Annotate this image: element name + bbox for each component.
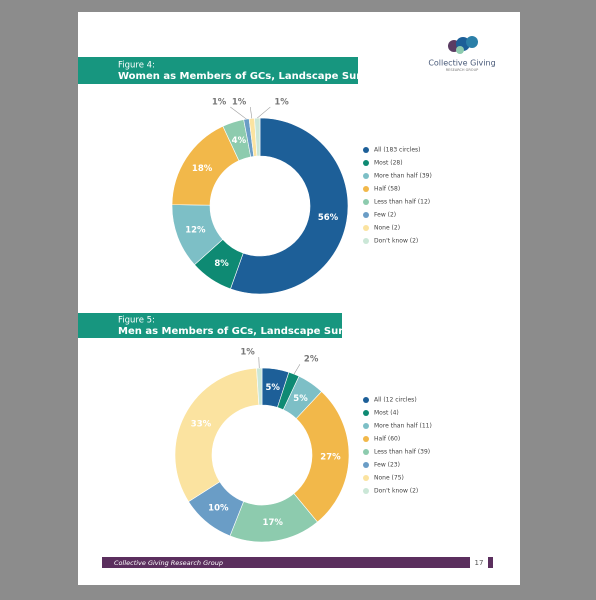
- figure-banner: [78, 313, 342, 338]
- figure-banner: [78, 57, 358, 84]
- slice-label: 10%: [208, 503, 229, 513]
- legend-swatch: [363, 160, 369, 166]
- donut-slice: [230, 117, 349, 295]
- footer-cap: [488, 557, 493, 568]
- logo-name: Collective Giving: [428, 59, 495, 68]
- leader-line: [230, 106, 247, 120]
- donut-slice: [256, 367, 263, 406]
- slice-label: 18%: [192, 164, 213, 174]
- logo-subtitle: RESEARCH GROUP: [446, 68, 479, 72]
- legend-label: More than half (11): [374, 423, 432, 430]
- leader-line: [293, 364, 301, 375]
- legend-swatch: [363, 488, 369, 494]
- leader-line: [258, 357, 260, 369]
- leader-line: [257, 106, 271, 119]
- legend-label: All (12 circles): [374, 397, 417, 404]
- legend-label: None (2): [374, 225, 400, 232]
- figure-title: Women as Members of GCs, Landscape Surve…: [118, 71, 381, 82]
- slice-label: 5%: [265, 383, 280, 393]
- legend-label: Few (23): [374, 462, 400, 469]
- slice-label: 1%: [274, 98, 289, 108]
- figure-label: Figure 4:: [118, 61, 155, 71]
- slice-label: 12%: [185, 226, 206, 236]
- legend-label: More than half (39): [374, 173, 432, 180]
- legend-label: Less than half (39): [374, 449, 430, 456]
- logo: Collective Giving RESEARCH GROUP: [428, 36, 496, 72]
- legend-label: Most (28): [374, 160, 403, 167]
- slice-label: 1%: [212, 98, 227, 108]
- legend-swatch: [363, 410, 369, 416]
- slice-label: 4%: [232, 136, 247, 146]
- figure-label: Figure 5:: [118, 316, 155, 326]
- legend-swatch: [363, 449, 369, 455]
- slice-label: 8%: [214, 259, 229, 269]
- slice-label: 1%: [240, 348, 255, 358]
- footer-bar: [102, 557, 470, 568]
- slice-label: 33%: [191, 419, 212, 429]
- legend-swatch: [363, 436, 369, 442]
- legend-swatch: [363, 475, 369, 481]
- footer-text: Collective Giving Research Group: [114, 559, 223, 567]
- donut-slice: [174, 367, 260, 503]
- legend-label: Don't know (2): [374, 238, 418, 245]
- donut-slice: [254, 117, 261, 157]
- legend-swatch: [363, 225, 369, 231]
- slice-label: 17%: [263, 518, 284, 528]
- legend-label: Half (58): [374, 186, 400, 193]
- legend-label: Half (60): [374, 436, 400, 443]
- legend-swatch: [363, 199, 369, 205]
- leader-line: [250, 107, 253, 119]
- legend-label: Don't know (2): [374, 488, 418, 495]
- legend-swatch: [363, 186, 369, 192]
- legend-label: Most (4): [374, 410, 399, 417]
- legend-swatch: [363, 173, 369, 179]
- legend-label: Less than half (12): [374, 199, 430, 206]
- legend-swatch: [363, 212, 369, 218]
- legend-label: Few (2): [374, 212, 396, 219]
- legend-swatch: [363, 238, 369, 244]
- slice-label: 1%: [232, 98, 247, 108]
- figure-title: Men as Members of GCs, Landscape Survey: [118, 326, 363, 337]
- legend-label: All (183 circles): [374, 147, 420, 154]
- slice-label: 2%: [304, 355, 319, 365]
- legend-swatch: [363, 462, 369, 468]
- legend-swatch: [363, 397, 369, 403]
- legend-swatch: [363, 147, 369, 153]
- legend-label: None (75): [374, 475, 404, 482]
- slice-label: 56%: [318, 213, 339, 223]
- slice-label: 27%: [320, 453, 341, 463]
- slice-label: 5%: [293, 394, 308, 404]
- page-number: 17: [475, 559, 484, 567]
- legend-swatch: [363, 423, 369, 429]
